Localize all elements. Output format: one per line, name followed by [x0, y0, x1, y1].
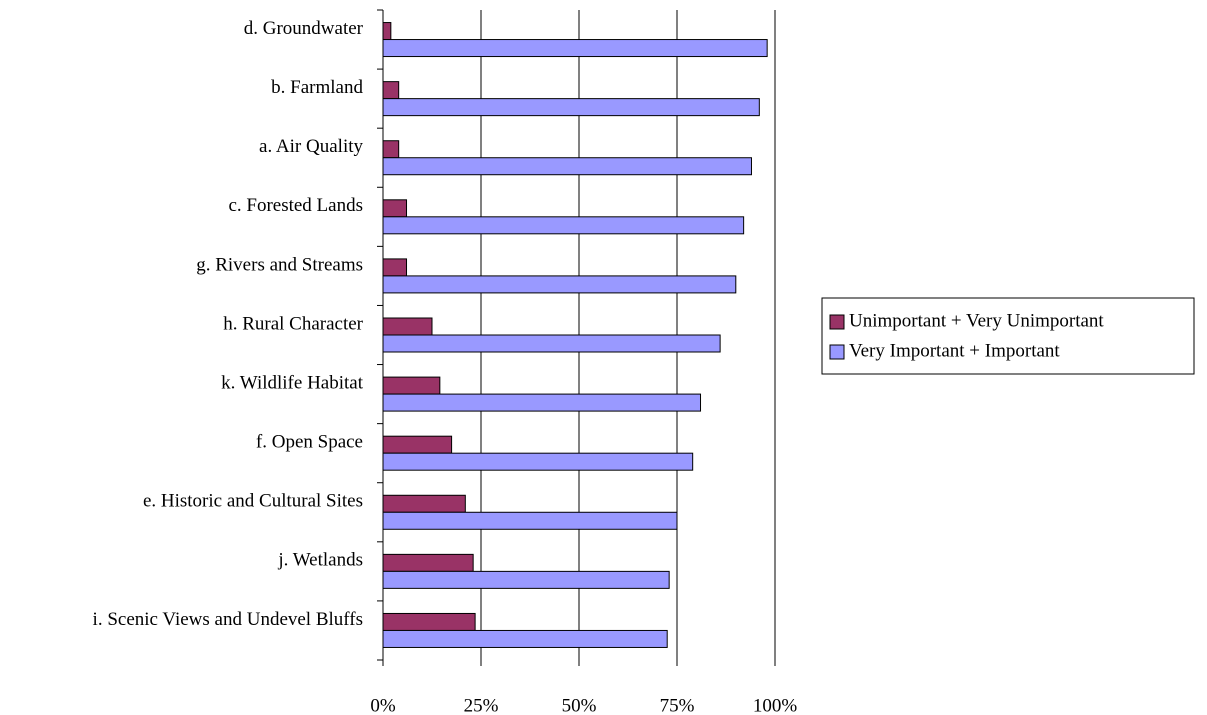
bar: [382, 140, 400, 159]
legend-swatch: [829, 314, 845, 330]
bar: [382, 157, 752, 176]
bar: [382, 199, 408, 218]
bar: [382, 452, 694, 471]
y-tick-label: e. Historic and Cultural Sites: [143, 491, 363, 512]
y-tick-label: h. Rural Character: [223, 313, 363, 334]
bar: [382, 553, 474, 572]
y-tick-label: k. Wildlife Habitat: [221, 372, 364, 393]
x-tick-label: 50%: [562, 695, 597, 715]
y-tick-label: g. Rivers and Streams: [196, 254, 363, 275]
y-tick-label: b. Farmland: [271, 77, 363, 98]
bar: [382, 22, 392, 41]
legend-box: [821, 297, 1195, 375]
bar: [382, 376, 441, 395]
y-tick-label: c. Forested Lands: [228, 195, 363, 216]
bar: [382, 612, 476, 631]
x-tick-label: 100%: [753, 695, 798, 715]
bar: [382, 275, 737, 294]
bar: [382, 435, 453, 454]
y-tick-label: a. Air Quality: [259, 136, 363, 157]
legend-label: Unimportant + Very Unimportant: [849, 310, 1104, 331]
y-tick-label: d. Groundwater: [244, 18, 364, 39]
y-tick-label: j. Wetlands: [277, 550, 363, 571]
legend-label: Very Important + Important: [849, 340, 1060, 361]
bar: [382, 98, 760, 117]
bar: [382, 629, 668, 648]
legend-swatch: [829, 344, 845, 360]
bar: [382, 494, 466, 513]
x-tick-label: 75%: [660, 695, 695, 715]
x-tick-label: 25%: [464, 695, 499, 715]
bar: [382, 216, 745, 235]
bar: [382, 511, 678, 530]
bar: [382, 334, 721, 353]
bar: [382, 317, 433, 336]
bar: [382, 258, 408, 277]
bar: [382, 81, 400, 100]
bar: [382, 393, 702, 412]
y-tick-label: f. Open Space: [256, 432, 363, 453]
x-tick-label: 0%: [370, 695, 396, 715]
bar: [382, 570, 670, 589]
y-tick-label: i. Scenic Views and Undevel Bluffs: [93, 609, 363, 630]
bar: [382, 39, 768, 58]
